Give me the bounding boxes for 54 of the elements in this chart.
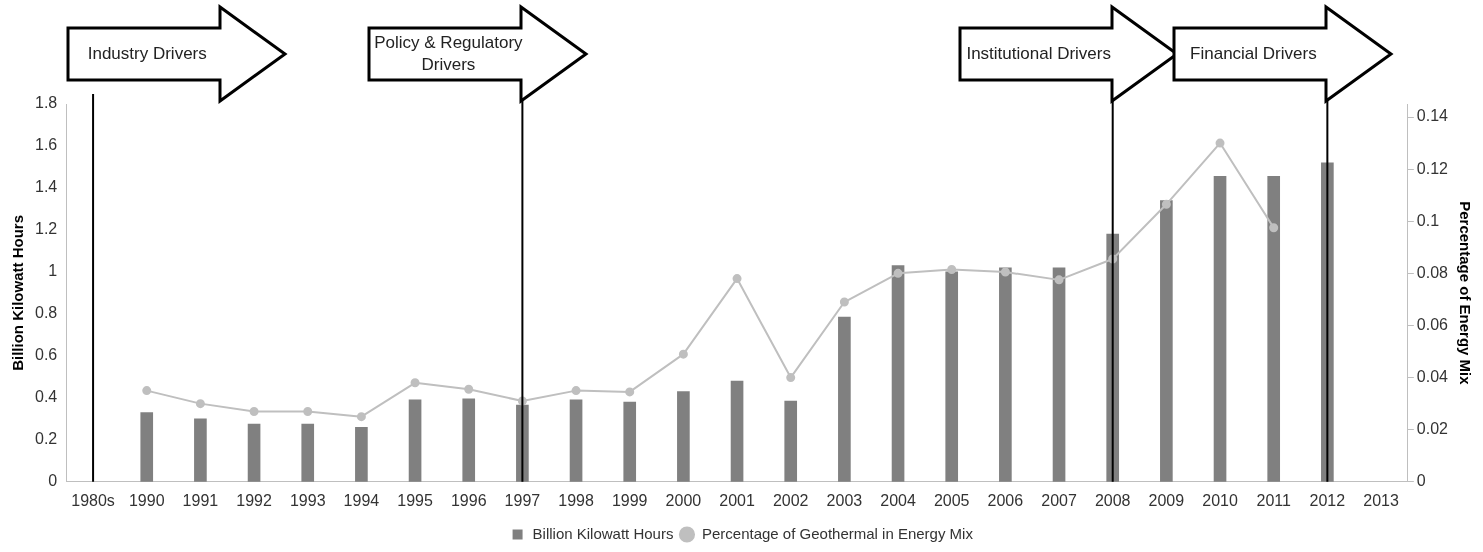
y2-tick-label: 0.04 — [1416, 367, 1449, 385]
x-tick-label: 1992 — [236, 491, 272, 509]
x-tick-label: 2003 — [826, 491, 863, 509]
ref-line-label: Industry Drivers — [86, 43, 208, 65]
x-tick-label: 2000 — [665, 491, 702, 509]
y-tick-label: 1.4 — [34, 178, 58, 196]
x-tick-label: 2009 — [1148, 491, 1185, 509]
x-tick-label: 1995 — [397, 491, 433, 509]
x-tick-label: 2002 — [772, 491, 809, 509]
y-tick-label: 1 — [48, 262, 58, 280]
x-tick-label: 2013 — [1363, 491, 1399, 509]
ref-line-label: Financial Drivers — [1189, 43, 1318, 65]
x-tick-label: 1980s — [71, 491, 115, 509]
legend-label: Billion Kilowatt Hours — [532, 524, 674, 542]
x-tick-label: 2012 — [1309, 491, 1346, 509]
y2-tick-label: 0.06 — [1416, 315, 1449, 333]
x-tick-label: 2010 — [1202, 491, 1238, 509]
x-tick-label: 2001 — [719, 491, 755, 509]
y-tick-label: 1.6 — [34, 136, 58, 154]
x-tick-label: 1994 — [343, 491, 380, 509]
x-tick-label: 1998 — [558, 491, 594, 509]
x-tick-label: 1993 — [289, 491, 326, 509]
y2-tick-label: 0 — [1416, 472, 1426, 490]
y2-tick-label: 0.14 — [1416, 107, 1449, 125]
y-axis-title: Billion Kilowatt Hours — [9, 214, 27, 371]
x-tick-label: 2005 — [933, 491, 970, 509]
y-tick-label: 0.4 — [34, 388, 58, 406]
legend-label: Percentage of Geothermal in Energy Mix — [701, 524, 974, 542]
y-tick-label: 1.8 — [34, 94, 58, 112]
arrow-icon: Financial Drivers — [1172, 4, 1395, 104]
x-tick-label: 2004 — [880, 491, 916, 509]
x-tick-label: 1999 — [611, 491, 648, 509]
arrow-icon: Policy & Regulatory Drivers — [367, 4, 590, 104]
y-tick-label: 1.2 — [34, 220, 58, 238]
y2-tick-label: 0.08 — [1416, 263, 1449, 281]
y2-tick-label: 0.02 — [1416, 420, 1449, 438]
y-tick-label: 0.8 — [34, 304, 58, 322]
y-tick-label: 0.6 — [34, 346, 58, 364]
x-tick-label: 1997 — [504, 491, 541, 509]
x-tick-label: 2011 — [1256, 491, 1291, 509]
y2-axis-title: Percentage of Energy Mix — [1456, 201, 1474, 386]
arrow-icon: Industry Drivers — [66, 4, 289, 104]
x-tick-label: 1991 — [182, 491, 219, 509]
x-tick-label: 1996 — [450, 491, 487, 509]
x-tick-label: 2008 — [1094, 491, 1131, 509]
y2-tick-label: 0.12 — [1416, 159, 1449, 177]
x-tick-label: 2007 — [1041, 491, 1077, 509]
y-tick-label: 0.2 — [34, 430, 58, 448]
x-tick-label: 1990 — [128, 491, 165, 509]
x-tick-label: 2006 — [987, 491, 1024, 509]
y2-tick-label: 0.1 — [1416, 211, 1440, 229]
y-tick-label: 0 — [48, 472, 58, 490]
ref-line-label: Policy & Regulatory Drivers — [373, 32, 524, 76]
ref-line-label: Institutional Drivers — [965, 43, 1112, 65]
